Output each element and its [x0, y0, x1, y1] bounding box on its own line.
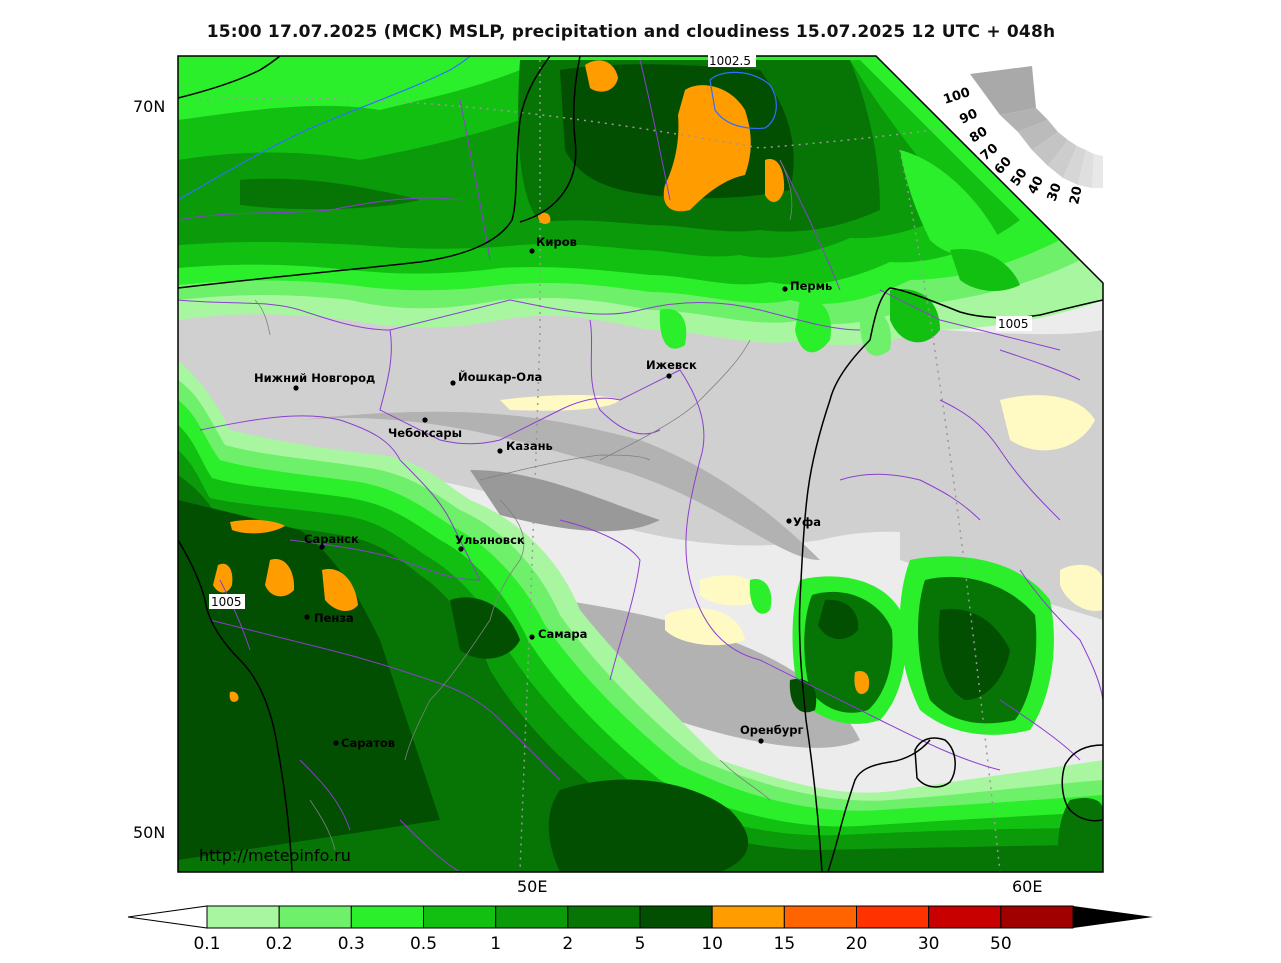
city-label: Киров	[536, 235, 577, 249]
map-title: 15:00 17.07.2025 (MCK) MSLP, precipitati…	[206, 22, 1056, 42]
city-label: Пермь	[790, 279, 832, 293]
city-dot	[529, 248, 535, 254]
colorbar-label: 0.1	[193, 934, 220, 954]
city-dot	[450, 380, 456, 386]
colorbar-cell	[350, 905, 425, 929]
rivers	[254, 159, 793, 851]
city-label: Пенза	[314, 611, 354, 625]
city-dot	[293, 385, 299, 391]
city-dot	[422, 417, 428, 423]
colorbar-label: 0.3	[338, 934, 365, 954]
colorbar-cell	[567, 905, 641, 929]
cloud-scale-label: 100	[942, 85, 972, 108]
cloud-scale-label: 30	[1045, 181, 1065, 203]
isobar-label: 1005	[998, 317, 1029, 331]
lat-label: 70N	[133, 97, 165, 116]
colorbar-cell	[278, 905, 352, 929]
colorbar-cell	[423, 905, 497, 929]
colorbar-cell	[856, 905, 930, 929]
colorbar-cell	[711, 905, 785, 929]
lon-label: 50E	[517, 877, 547, 896]
city-dot	[497, 448, 503, 454]
colorbar-label: 20	[846, 934, 868, 954]
city-markers: Киров Пермь Нижний Новгород Йошкар-Ола И…	[254, 235, 832, 750]
city-label: Оренбург	[740, 723, 804, 737]
city-dot	[333, 740, 339, 746]
colorbar-cell	[1000, 905, 1074, 929]
colorbar-labels: 0.1 0.2 0.3 0.5 1 2 5 10 15 20 30 50	[193, 934, 1011, 954]
city-label: Ульяновск	[455, 533, 525, 547]
colorbar-cell	[206, 905, 280, 929]
city-dot	[758, 738, 764, 744]
coastline	[178, 56, 777, 201]
colorbar-label: 2	[562, 934, 573, 954]
city-dot	[666, 373, 672, 379]
graticule	[199, 60, 1001, 872]
colorbar-cells	[206, 905, 1074, 929]
lon-label: 60E	[1012, 877, 1042, 896]
city-dot	[304, 614, 310, 620]
city-label: Уфа	[793, 515, 821, 529]
isobars	[178, 56, 1103, 872]
cloud-scale-label: 80	[967, 124, 990, 146]
colorbar-label: 30	[918, 934, 940, 954]
watermark: http://meteoinfo.ru	[199, 846, 351, 865]
city-dot	[458, 546, 464, 552]
isobar-label: 1002.5	[709, 54, 751, 68]
colorbar-label: 10	[701, 934, 723, 954]
colorbar-cell	[639, 905, 713, 929]
colorbar-label: 0.2	[266, 934, 293, 954]
lat-label: 50N	[133, 823, 165, 842]
city-label: Самара	[538, 627, 587, 641]
cloud-scale-label: 20	[1067, 185, 1085, 206]
colorbar-label: 15	[774, 934, 796, 954]
cloudiness-field	[178, 56, 1103, 872]
colorbar-label: 0.5	[410, 934, 437, 954]
city-dot	[529, 634, 535, 640]
city-label: Саранск	[304, 532, 359, 546]
city-dot	[319, 544, 325, 550]
isobar-labels: 1002.5 1005 1005	[209, 53, 1032, 609]
city-label: Ижевск	[646, 358, 697, 372]
colorbar-label: 5	[635, 934, 646, 954]
colorbar-low-arrow	[127, 905, 208, 929]
city-label: Йошкар-Ола	[458, 369, 542, 384]
colorbar-label: 1	[490, 934, 501, 954]
region-borders	[178, 59, 1103, 872]
colorbar-high-arrow	[1073, 906, 1153, 928]
city-label: Нижний Новгород	[254, 371, 375, 385]
colorbar-cell	[783, 905, 857, 929]
city-dot	[786, 518, 792, 524]
map-frame	[177, 55, 1104, 873]
colorbar-cell	[928, 905, 1002, 929]
city-label: Чебоксары	[388, 426, 462, 440]
city-label: Саратов	[341, 736, 395, 750]
city-label: Казань	[506, 439, 553, 453]
isobar-label: 1005	[211, 595, 242, 609]
cloud-scale-label: 90	[957, 106, 980, 127]
colorbar-label: 50	[990, 934, 1012, 954]
colorbar: 0.1 0.2 0.3 0.5 1 2 5 10 15 20 30 50	[127, 905, 1153, 954]
city-dot	[782, 286, 788, 292]
colorbar-cell	[495, 905, 569, 929]
